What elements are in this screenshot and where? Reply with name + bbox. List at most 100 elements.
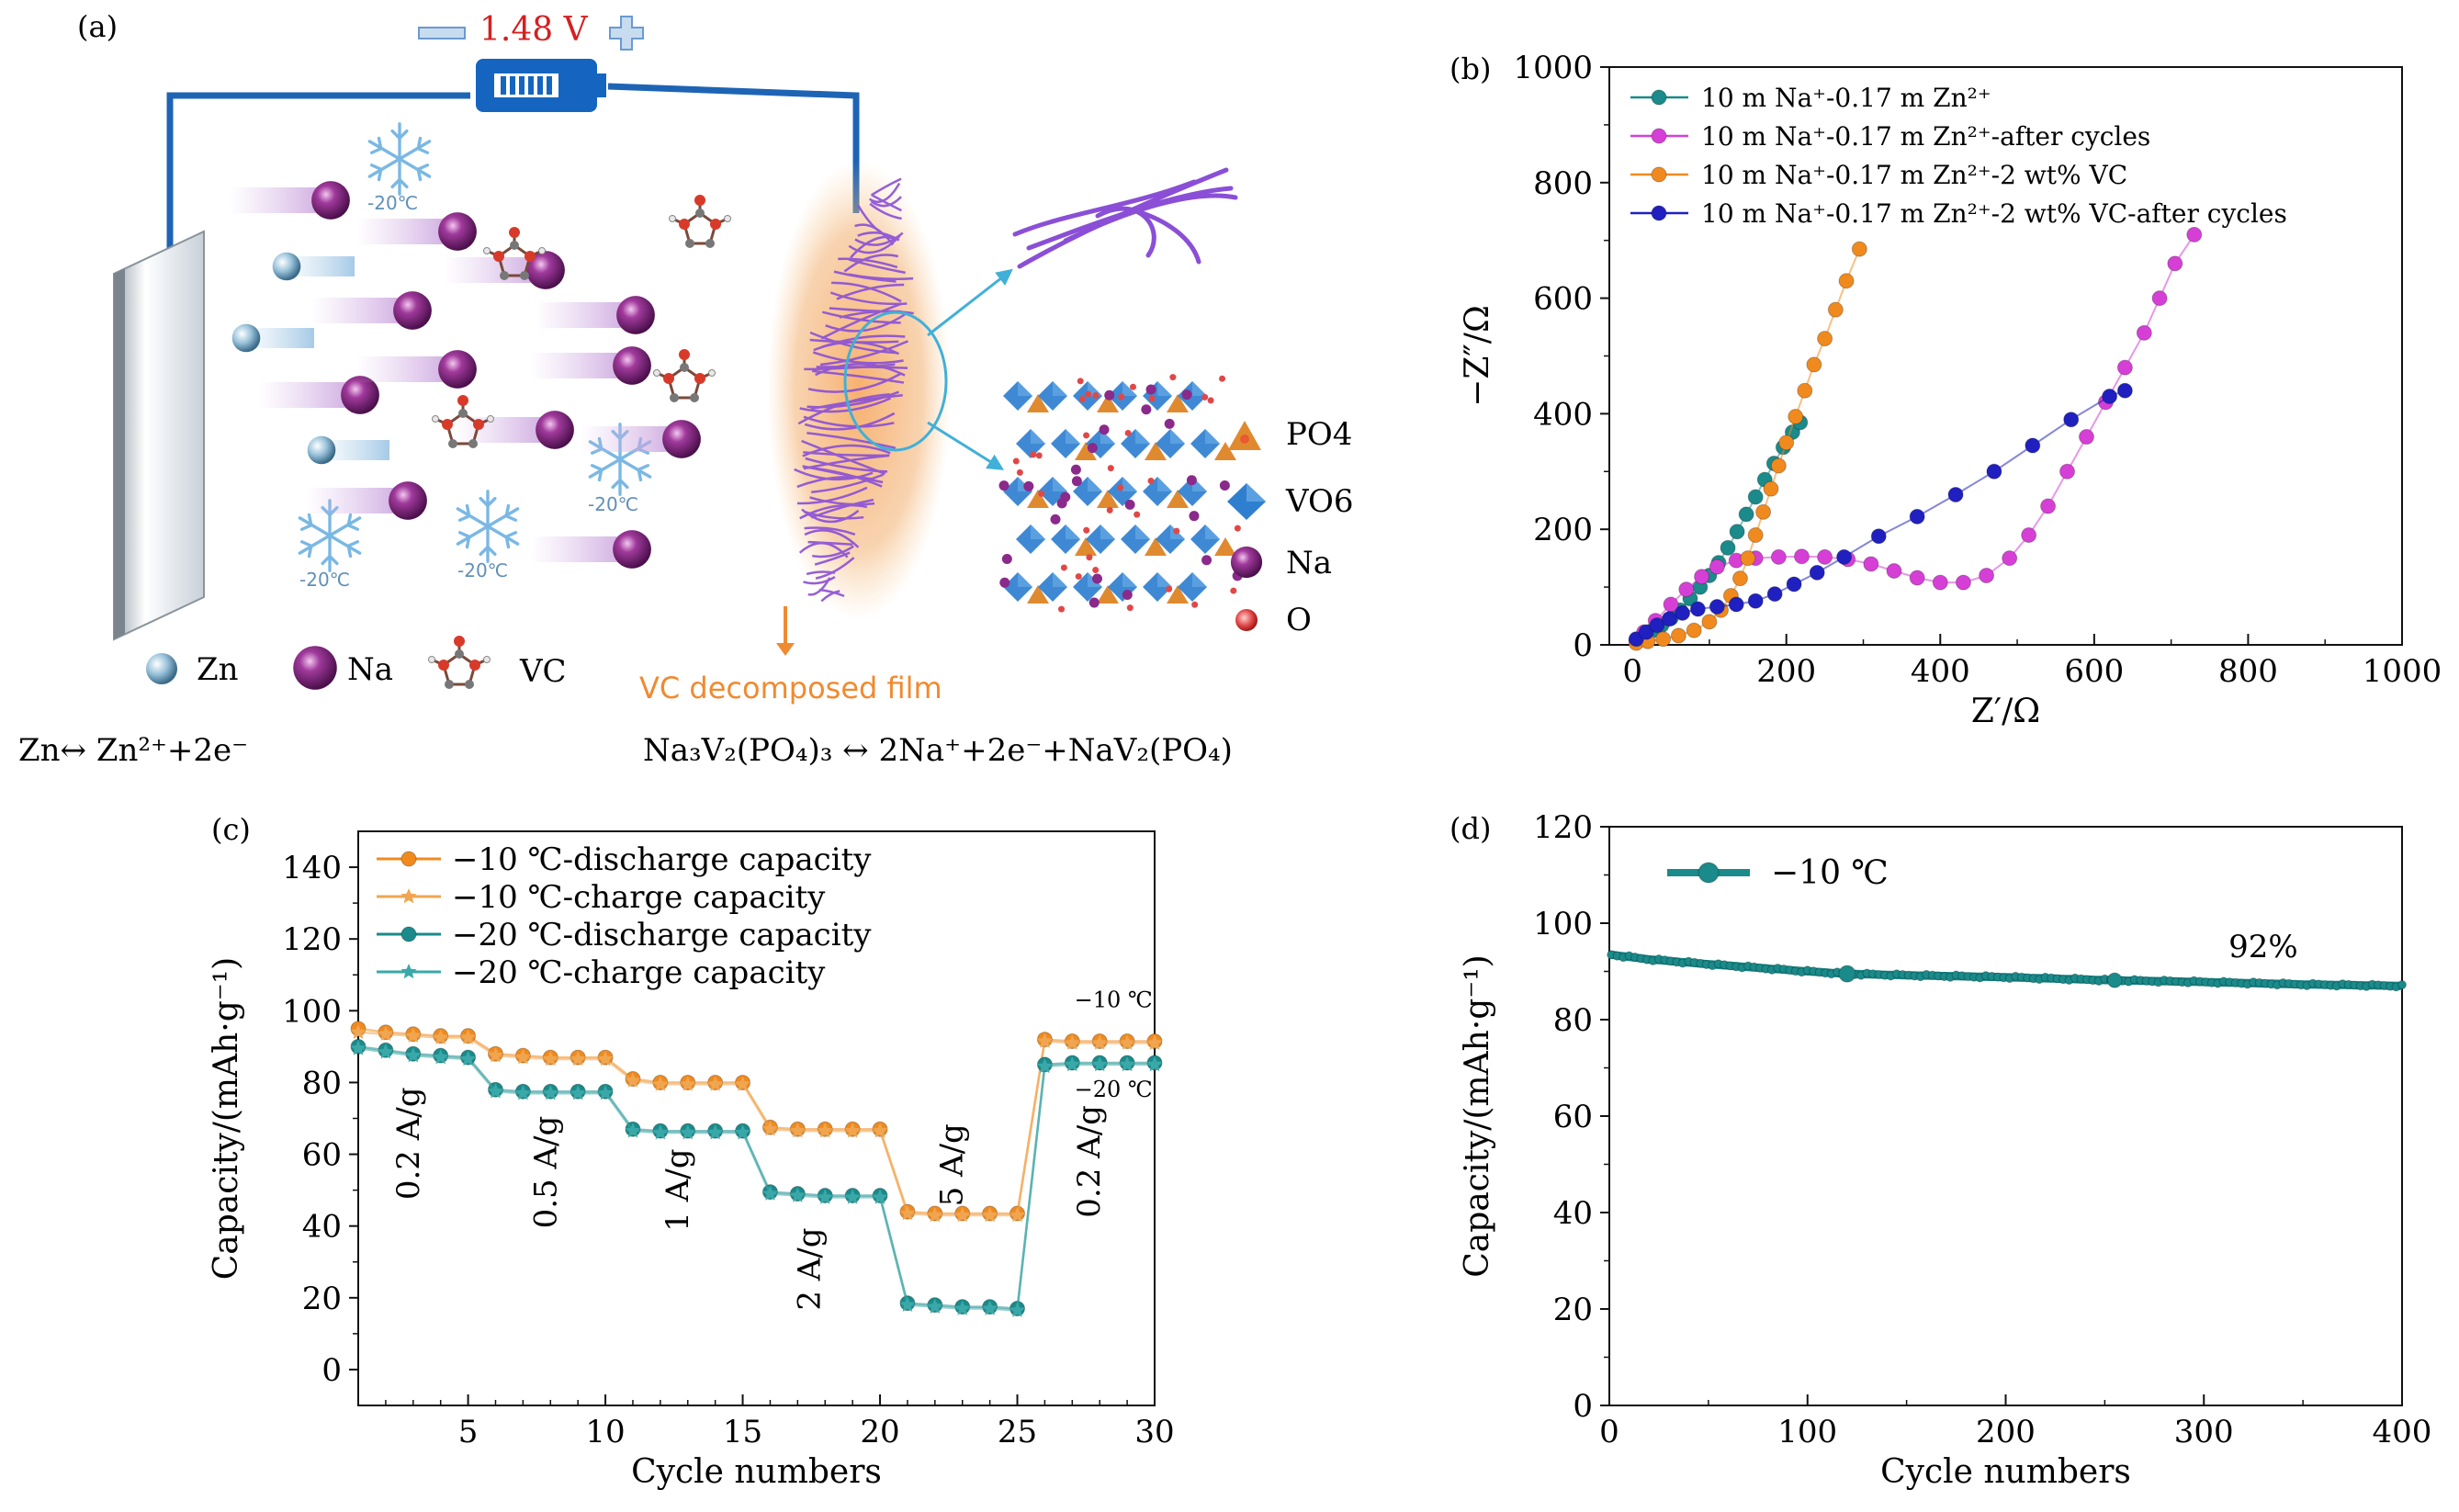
- series-line: [357, 1047, 1155, 1312]
- na-ion-icon: [438, 350, 477, 389]
- data-point: [789, 1123, 806, 1138]
- legend-label: 10 m Na⁺-0.17 m Zn²⁺-after cycles: [1701, 121, 2150, 152]
- y-tick-label: 1000: [1513, 50, 1593, 86]
- rate-label: 0.2 A/g: [1071, 1105, 1108, 1218]
- data-point: [1886, 562, 1902, 579]
- legend-vc: VC: [519, 653, 567, 690]
- data-point: [1806, 356, 1822, 373]
- data-point: [1638, 624, 1654, 640]
- data-point: [1763, 480, 1779, 497]
- legend-label: −20 ℃-discharge capacity: [452, 917, 872, 953]
- na-ion-trail: [230, 187, 321, 213]
- data-point: [2040, 498, 2057, 514]
- data-point: [378, 1044, 394, 1059]
- y-tick-label: 0: [1573, 627, 1593, 664]
- data-point: [2116, 359, 2133, 376]
- legend-label: −10 ℃-discharge capacity: [452, 841, 872, 878]
- na-ion-icon: [389, 481, 427, 520]
- panel-label: (c): [211, 812, 251, 847]
- data-point: [2397, 980, 2407, 990]
- y-axis-label: Capacity/(mAh·g⁻¹): [1459, 954, 1496, 1277]
- legend-na: Na: [1286, 545, 1332, 581]
- data-point: [982, 1207, 998, 1223]
- na-ion-trail: [581, 426, 672, 452]
- na-ion-trail: [535, 302, 626, 328]
- data-point: [2186, 226, 2203, 243]
- ion-legend: Zn Na VC: [146, 634, 567, 691]
- data-point: [2059, 463, 2076, 480]
- y-tick-label: 0: [1573, 1388, 1593, 1425]
- data-point: [2151, 290, 2168, 307]
- rate-label: 0.2 A/g: [390, 1088, 427, 1201]
- data-point: [817, 1189, 833, 1204]
- equation-nvp: Na₃V₂(PO₄)₃ ↔ 2Na⁺+2e⁻+NaV₂(PO₄): [643, 732, 1233, 769]
- data-point: [2021, 526, 2037, 543]
- na-ion-trail: [259, 382, 351, 408]
- data-point: [1649, 617, 1665, 634]
- y-tick-label: 20: [302, 1281, 342, 1317]
- data-point: [597, 1085, 614, 1100]
- data-point: [2167, 255, 2183, 272]
- na-ion-icon: [393, 291, 432, 330]
- legend-marker: [400, 888, 417, 904]
- data-point: [1686, 622, 1702, 638]
- series-3: [350, 1040, 1163, 1317]
- data-point: [1119, 1034, 1135, 1050]
- data-point: [570, 1085, 586, 1100]
- structure-legend: PO4 VO6 Na O: [1227, 416, 1353, 638]
- zoom-arrow-fiber: [927, 268, 1013, 337]
- data-point: [735, 1076, 751, 1091]
- data-point: [1720, 539, 1736, 556]
- data-point: [1655, 631, 1672, 648]
- data-point: [1670, 627, 1686, 644]
- y-axis-label: Capacity/(mAh·g⁻¹): [208, 957, 245, 1280]
- data-point: [1661, 611, 1677, 627]
- data-point: [350, 1023, 367, 1039]
- data-point: [1766, 586, 1783, 603]
- series-0: [1607, 950, 2407, 992]
- legend-label: −20 ℃-charge capacity: [452, 954, 826, 991]
- data-point: [2002, 550, 2018, 567]
- x-tick-label: 30: [1134, 1414, 1174, 1450]
- retention-annotation: 92%: [2228, 929, 2298, 965]
- series-3: [1628, 382, 2133, 648]
- data-point: [350, 1040, 367, 1055]
- data-point: [1146, 1055, 1163, 1072]
- data-point: [872, 1123, 888, 1138]
- legend-o: O: [1286, 602, 1312, 638]
- x-tick-label: 200: [1976, 1414, 2036, 1450]
- data-point: [680, 1076, 696, 1091]
- y-tick-label: 600: [1533, 281, 1593, 318]
- data-point: [927, 1207, 943, 1223]
- data-point: [1770, 457, 1787, 474]
- plot-frame: [1608, 826, 2403, 1406]
- x-tick-label: 10: [585, 1414, 625, 1450]
- data-point: [707, 1076, 724, 1091]
- data-point: [1909, 508, 1925, 525]
- y-tick-label: 40: [1553, 1195, 1593, 1232]
- y-tick-label: 120: [1533, 809, 1593, 846]
- x-tick-label: 15: [723, 1414, 762, 1450]
- data-point: [1036, 1032, 1053, 1048]
- vc-molecule-icon: [652, 347, 716, 404]
- data-point: [927, 1298, 943, 1314]
- x-tick-label: 300: [2174, 1414, 2234, 1450]
- na-ion-icon: [438, 212, 477, 251]
- na-sphere-icon: [1230, 546, 1263, 579]
- x-tick-label: 100: [1777, 1414, 1837, 1450]
- battery-icon: [476, 59, 606, 112]
- temp-label-3: -20℃: [299, 569, 350, 591]
- data-point: [1788, 409, 1804, 425]
- data-point: [460, 1051, 477, 1066]
- panel-label: (d): [1449, 811, 1491, 846]
- data-point: [954, 1300, 971, 1315]
- na-ion-trail: [311, 298, 403, 323]
- data-point: [1851, 241, 1867, 257]
- x-tick-label: 0: [1599, 1414, 1619, 1450]
- legend-marker: [1698, 862, 1720, 884]
- panel-label: (b): [1449, 51, 1491, 86]
- x-tick-label: 0: [1622, 653, 1642, 690]
- data-point: [652, 1076, 669, 1091]
- legend-vo6: VO6: [1285, 483, 1353, 520]
- series-2: [1628, 241, 1867, 651]
